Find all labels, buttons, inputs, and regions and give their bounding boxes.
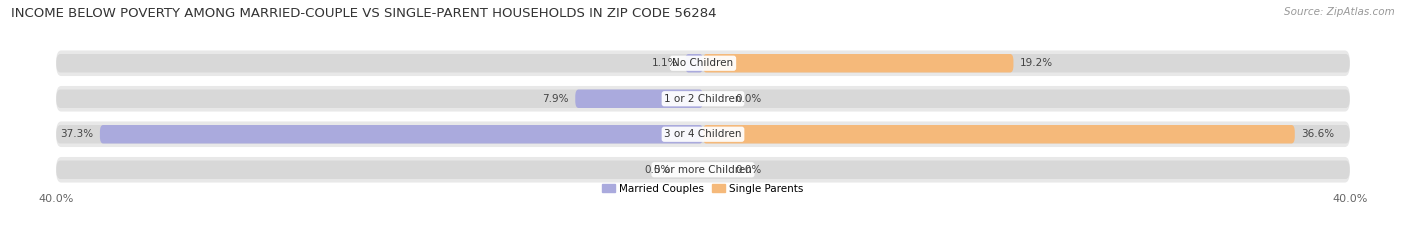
Text: No Children: No Children [672, 58, 734, 68]
FancyBboxPatch shape [703, 125, 1295, 144]
Legend: Married Couples, Single Parents: Married Couples, Single Parents [599, 179, 807, 198]
Text: 0.0%: 0.0% [735, 94, 762, 104]
Text: 0.0%: 0.0% [735, 165, 762, 175]
Text: 3 or 4 Children: 3 or 4 Children [664, 129, 742, 139]
Text: 1.1%: 1.1% [652, 58, 679, 68]
Text: 1 or 2 Children: 1 or 2 Children [664, 94, 742, 104]
Text: 7.9%: 7.9% [543, 94, 569, 104]
FancyBboxPatch shape [56, 121, 1350, 147]
Text: 5 or more Children: 5 or more Children [654, 165, 752, 175]
Text: 0.0%: 0.0% [644, 165, 671, 175]
Text: 36.6%: 36.6% [1302, 129, 1334, 139]
FancyBboxPatch shape [56, 54, 1350, 72]
FancyBboxPatch shape [56, 157, 1350, 182]
FancyBboxPatch shape [56, 89, 1350, 108]
FancyBboxPatch shape [703, 54, 1014, 72]
Text: 19.2%: 19.2% [1019, 58, 1053, 68]
FancyBboxPatch shape [56, 86, 1350, 112]
Text: Source: ZipAtlas.com: Source: ZipAtlas.com [1284, 7, 1395, 17]
FancyBboxPatch shape [575, 89, 703, 108]
Text: 37.3%: 37.3% [60, 129, 93, 139]
FancyBboxPatch shape [100, 125, 703, 144]
FancyBboxPatch shape [56, 125, 1350, 144]
FancyBboxPatch shape [56, 161, 1350, 179]
FancyBboxPatch shape [56, 51, 1350, 76]
Text: INCOME BELOW POVERTY AMONG MARRIED-COUPLE VS SINGLE-PARENT HOUSEHOLDS IN ZIP COD: INCOME BELOW POVERTY AMONG MARRIED-COUPL… [11, 7, 717, 20]
FancyBboxPatch shape [685, 54, 703, 72]
